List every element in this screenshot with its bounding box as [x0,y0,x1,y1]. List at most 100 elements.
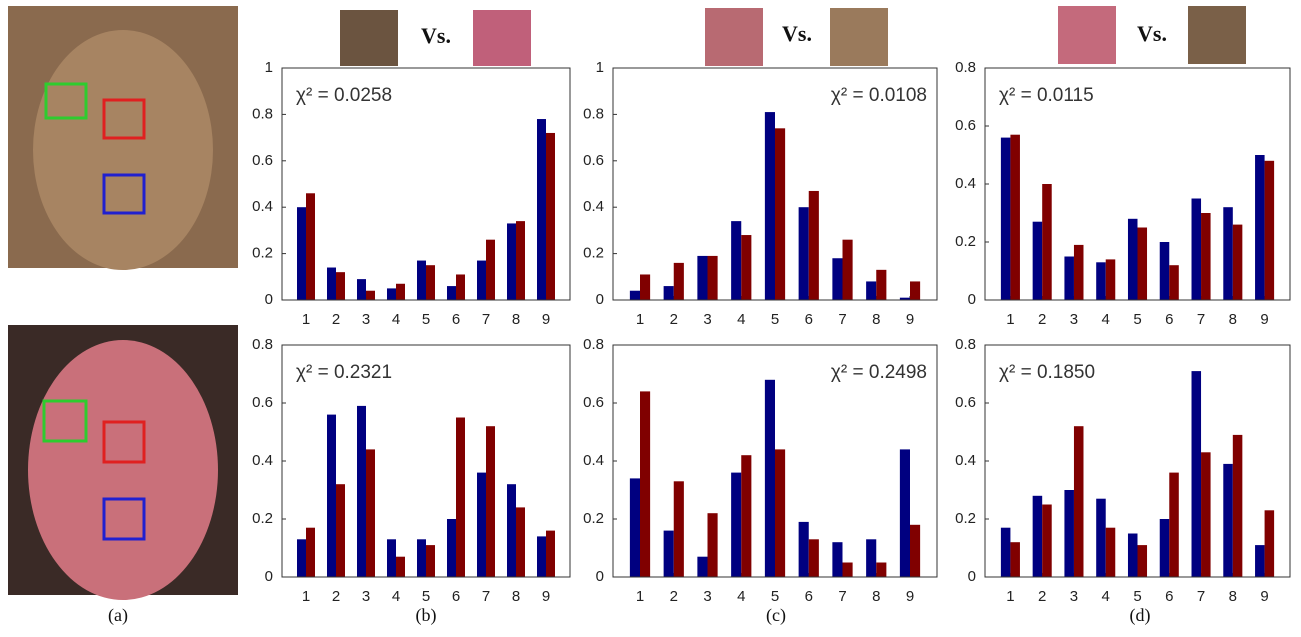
x-tick-label: 3 [1070,588,1078,605]
x-tick-label: 9 [1260,311,1268,328]
y-tick-label: 0.8 [583,336,604,353]
y-tick-label: 0.6 [955,117,976,134]
x-tick-label: 6 [452,588,460,605]
x-tick-label: 6 [1165,588,1173,605]
bar [426,545,435,577]
x-tick-label: 6 [805,588,813,605]
x-tick-label: 5 [771,588,779,605]
y-tick-label: 0.2 [252,245,273,262]
bar [798,521,809,577]
x-tick-label: 8 [512,311,520,328]
plot-frame [281,67,571,301]
bar [546,132,555,300]
bar [1223,463,1233,577]
plot-frame [612,67,938,301]
y-tick-label: 0.4 [955,452,976,469]
bar [1169,472,1179,577]
bar [396,556,405,577]
x-tick-label: 5 [1133,588,1141,605]
x-tick-label: 4 [392,311,400,328]
bar [297,539,306,577]
plot-frame [281,344,571,578]
x-tick-label: 4 [1102,311,1110,328]
bar [1232,434,1243,577]
y-tick-label: 0 [968,568,976,585]
bar [832,542,843,577]
bar [899,297,910,300]
bar [1264,510,1275,577]
bar [1255,155,1265,300]
y-tick-label: 0 [265,568,273,585]
bar [842,239,853,300]
bar [366,290,375,300]
x-tick-label: 6 [805,311,813,328]
y-tick-label: 0.4 [252,452,273,469]
x-tick-label: 9 [542,311,550,328]
y-tick-label: 0 [968,291,976,308]
bar [808,539,819,577]
bar [387,288,396,300]
x-tick-label: 3 [362,588,370,605]
y-tick-label: 0 [265,291,273,308]
bar [507,484,516,577]
y-tick-label: 0.6 [583,394,604,411]
bar [764,379,775,577]
bar [507,223,516,300]
vs-label: Vs. [1137,21,1167,46]
x-tick-label: 4 [737,311,745,328]
bar [336,484,345,577]
x-tick-label: 2 [670,311,678,328]
bar [1137,545,1148,577]
bar [673,262,684,300]
bar [1064,490,1074,577]
y-tick-label: 0.8 [252,336,273,353]
bar [798,207,809,300]
x-tick-label: 6 [1165,311,1173,328]
vs-label: Vs. [782,21,812,46]
x-tick-label: 8 [872,311,880,328]
y-tick-label: 0 [596,291,604,308]
bar [842,562,853,577]
bar [1064,256,1074,300]
x-tick-label: 4 [1102,588,1110,605]
bar [447,286,456,300]
bar [808,190,819,300]
bar [417,260,426,300]
x-tick-label: 3 [362,311,370,328]
bar [1073,426,1084,577]
bar [1000,527,1011,577]
bar [1073,244,1084,300]
bar [387,539,396,577]
y-tick-label: 0.6 [955,394,976,411]
y-tick-label: 1 [596,59,604,76]
x-tick-label: 2 [1038,588,1046,605]
x-tick-label: 1 [302,588,310,605]
bar [426,265,435,300]
bar [1042,504,1052,577]
annotation: χ² = 0.0115 [999,85,1094,106]
bar [417,539,426,577]
x-tick-label: 6 [452,311,460,328]
annotation: χ² = 0.2321 [296,362,392,383]
x-tick-label: 2 [1038,311,1046,328]
bar [357,405,366,577]
caption: (b) [416,605,437,626]
bar [731,472,742,577]
x-tick-label: 7 [482,311,490,328]
annotation: χ² = 0.0258 [296,85,392,106]
x-tick-label: 1 [636,588,644,605]
bar [832,258,843,300]
x-tick-label: 4 [392,588,400,605]
x-tick-label: 2 [332,311,340,328]
bar [1169,265,1179,300]
y-tick-label: 0.2 [252,510,273,527]
bar [1000,137,1011,300]
plot-frame [984,67,1291,301]
y-tick-label: 0.2 [583,510,604,527]
x-tick-label: 7 [838,311,846,328]
bar [663,286,674,300]
bar [629,478,640,577]
vs-label: Vs. [421,23,451,48]
x-tick-label: 9 [542,588,550,605]
